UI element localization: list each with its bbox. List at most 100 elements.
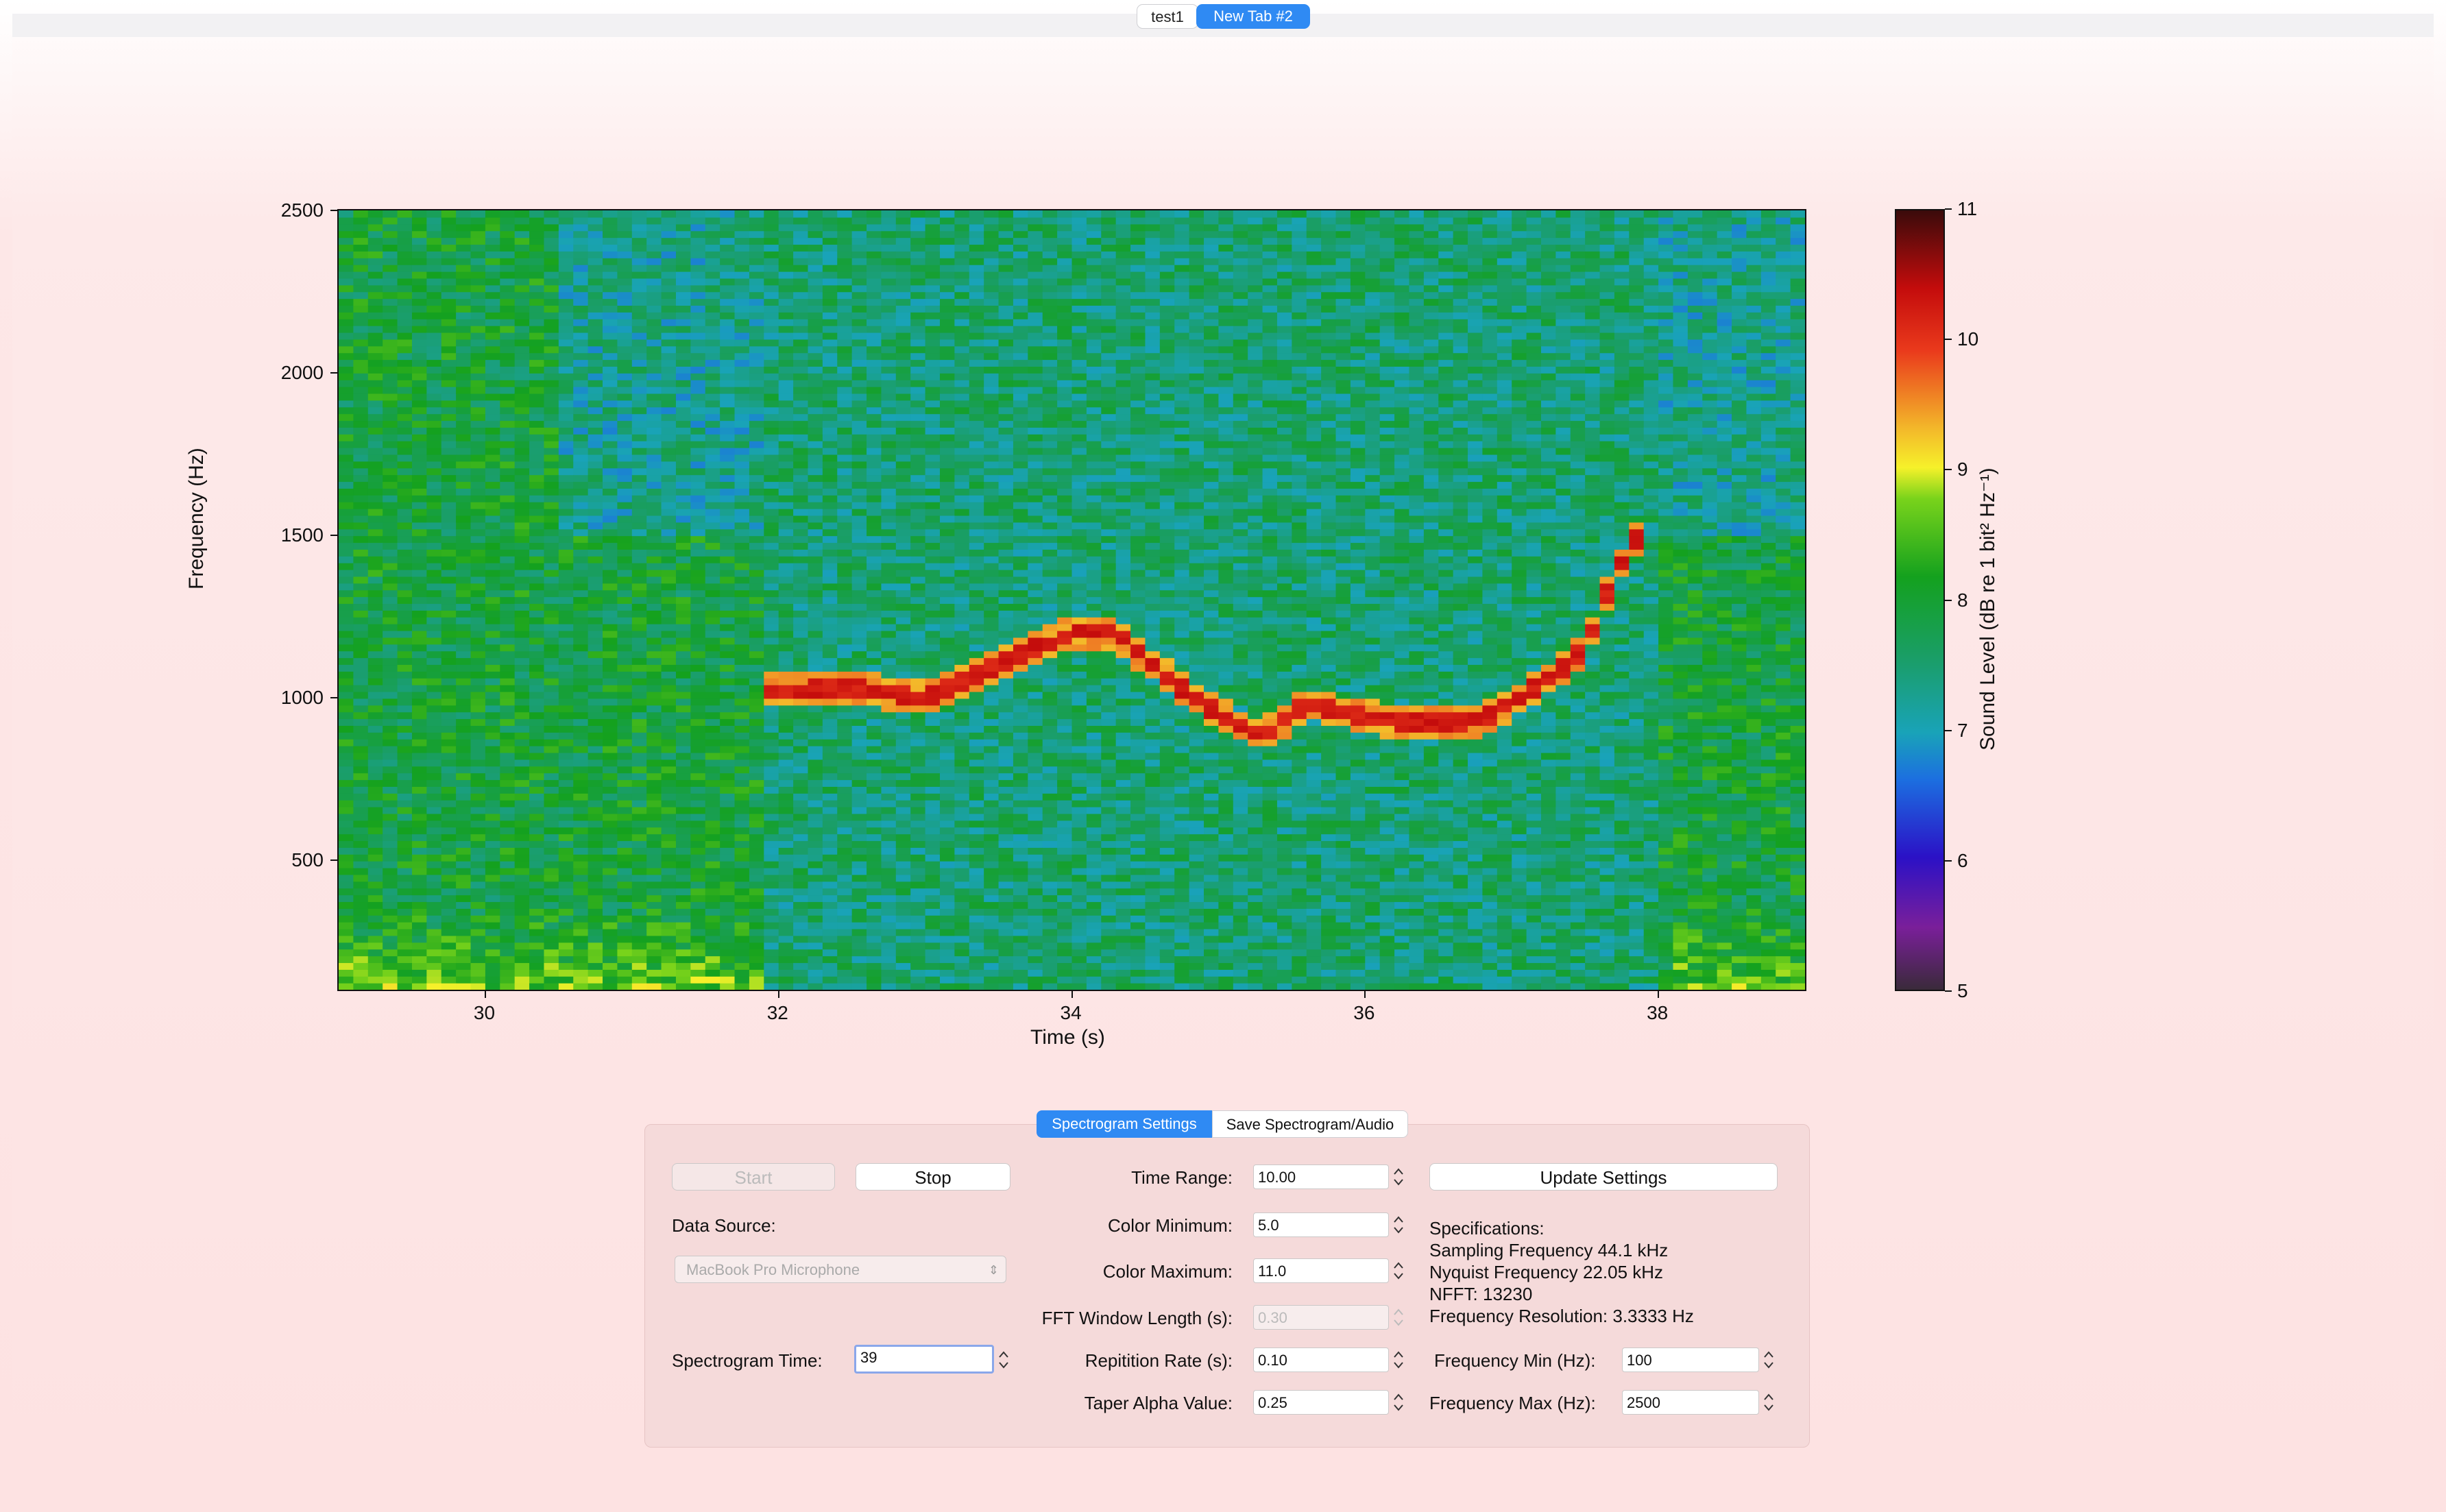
spectrogram-cell (954, 461, 970, 469)
spectrogram-cell (764, 685, 779, 692)
spectrogram-cell (690, 495, 706, 502)
spectrogram-cell (881, 962, 897, 970)
spectrogram-cell (969, 786, 984, 794)
spectrogram-cell (500, 962, 516, 970)
spectrogram-cell (456, 894, 472, 903)
spectrogram-cell (544, 291, 559, 300)
spectrogram-cell (339, 366, 354, 374)
spectrogram-cell (367, 671, 383, 679)
spectrogram-cell (867, 908, 882, 916)
spectrogram-cell (778, 488, 794, 496)
spectrogram-cell (749, 373, 764, 380)
spectrogram-cell (734, 448, 750, 455)
spectrogram-cell (939, 393, 955, 401)
spectrogram-cell (661, 685, 677, 692)
spectrogram-cell (529, 474, 545, 483)
spectrogram-cell (793, 495, 809, 502)
spectrogram-cell (485, 617, 500, 624)
spectrogram-cell (793, 698, 809, 706)
spectrogram-cell (339, 244, 354, 252)
spectrogram-cell (500, 326, 516, 333)
spectrogram-cell (851, 800, 867, 807)
spectrogram-cell (383, 413, 398, 422)
spectrogram-cell (661, 854, 677, 862)
spectrogram-cell (470, 380, 486, 387)
spectrogram-cell (470, 495, 486, 502)
spectrogram-cell (925, 230, 941, 239)
spectrogram-cell (675, 983, 691, 990)
spectrogram-cell (661, 840, 677, 848)
spectrogram-cell (514, 949, 530, 957)
spectrogram-cell (954, 624, 970, 631)
spectrogram-cell (558, 664, 574, 672)
spectrogram-cell (939, 400, 955, 408)
spectrogram-cell (603, 434, 618, 441)
spectrogram-cell (383, 481, 398, 489)
spectrogram-cell (646, 237, 662, 245)
spectrogram-cell (411, 725, 427, 733)
spectrogram-cell (470, 969, 486, 977)
spectrogram-cell (925, 535, 941, 544)
spectrogram-cell (500, 685, 516, 692)
spectrogram-cell (558, 969, 574, 977)
spectrogram-cell (661, 352, 677, 361)
spectrogram-cell (822, 258, 838, 265)
spectrogram-cell (588, 393, 603, 401)
spectrogram-cell (881, 278, 897, 286)
spectrogram-cell (588, 901, 603, 909)
spectrogram-cell (470, 935, 486, 943)
spectrogram-cell (500, 739, 516, 746)
spectrogram-cell (895, 387, 911, 394)
spectrogram-cell (426, 847, 442, 855)
spectrogram-cell (558, 563, 574, 570)
spectrogram-cell (367, 732, 383, 740)
spectrogram-cell (456, 413, 472, 422)
spectrogram-cell (808, 298, 823, 306)
spectrogram-cell (646, 278, 662, 286)
spectrogram-cell (749, 319, 764, 326)
spectrogram-cell (441, 583, 457, 591)
spectrogram-cell (339, 840, 354, 848)
spectrogram-cell (939, 319, 955, 326)
spectrogram-cell (969, 685, 984, 692)
spectrogram-cell (793, 983, 809, 990)
spectrogram-cell (793, 467, 809, 476)
spectrogram-cell (925, 820, 941, 828)
spectrogram-cell (603, 705, 618, 713)
spectrogram-cell (939, 481, 955, 489)
spectrogram-cell (383, 759, 398, 767)
spectrogram-cell (851, 752, 867, 760)
spectrogram-cell (529, 678, 545, 685)
spectrogram-cell (367, 251, 383, 258)
tab-test1[interactable]: test1 (1137, 4, 1198, 29)
spectrogram-cell (895, 509, 911, 516)
spectrogram-cell (353, 772, 369, 781)
spectrogram-cell (573, 610, 589, 618)
spectrogram-cell (822, 976, 838, 984)
spectrogram-cell (397, 515, 413, 523)
spectrogram-cell (456, 874, 472, 882)
spectrogram-cell (778, 772, 794, 781)
spectrogram-cell (895, 488, 911, 496)
spectrogram-cell (646, 319, 662, 326)
spectrogram-cell (778, 861, 794, 868)
spectrogram-cell (367, 441, 383, 448)
spectrogram-cell (339, 495, 354, 502)
spectrogram-cell (573, 678, 589, 685)
spectrogram-cell (793, 935, 809, 943)
tab-new-tab-2[interactable]: New Tab #2 (1196, 4, 1310, 29)
spectrogram-cell (881, 583, 897, 591)
spectrogram-cell (339, 793, 354, 801)
spectrogram-cell (573, 339, 589, 347)
spectrogram-cell (367, 711, 383, 720)
spectrogram-cell (367, 509, 383, 516)
spectrogram-cell (631, 685, 647, 692)
spectrogram-cell (558, 935, 574, 943)
spectrogram-cell (675, 332, 691, 340)
spectrogram-cell (558, 441, 574, 448)
spectrogram-cell (617, 739, 633, 746)
spectrogram-cell (500, 868, 516, 875)
spectrogram-cell (822, 502, 838, 509)
spectrogram-cell (939, 881, 955, 889)
spectrogram-cell (808, 406, 823, 415)
